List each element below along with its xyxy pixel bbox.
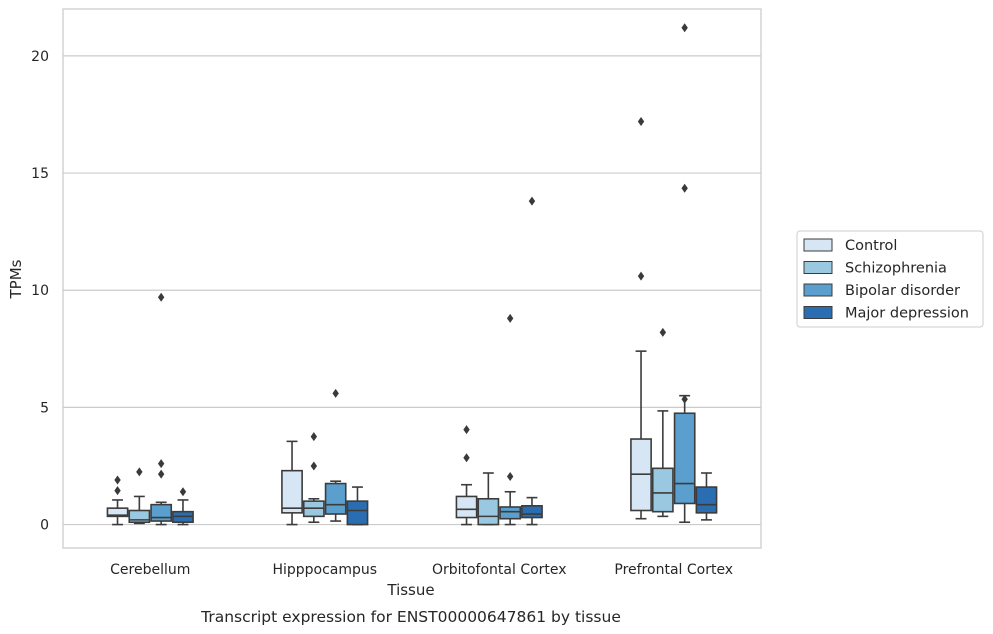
outlier-point [463,425,470,435]
outlier-point [310,461,318,471]
box-1-2 [324,388,347,522]
box-iqr [150,503,173,522]
box-0-1 [128,467,151,525]
box-3-1 [651,327,674,518]
legend-swatch [803,306,833,319]
outlier-point [332,388,339,398]
outlier-point [637,116,645,126]
box-1-3 [346,486,369,526]
outlier-point [310,432,318,442]
x-axis-label: Tissue [386,581,434,599]
box-iqr [651,467,674,513]
box-2-2 [499,313,522,526]
legend: Control Schizophrenia Bipolar disorder Majo… [796,230,984,328]
outlier-point [506,472,514,482]
box-1-0 [281,440,303,526]
outlier-point [157,459,165,469]
legend-label: Control [845,238,897,254]
outlier-point [463,453,470,463]
legend-label: Schizophrenia [845,261,947,277]
box-iqr [477,497,500,526]
outlier-point [506,313,514,323]
box-2-0 [455,425,478,526]
grid-lines [63,55,761,526]
box-iqr [499,506,522,520]
legend-label: Major depression [845,306,969,322]
y-tick-label: 0 [40,518,49,534]
box-2-3 [521,196,543,526]
box-iqr [106,507,129,518]
box-iqr [128,509,151,524]
y-tick-label: 10 [31,283,49,299]
outlier-point [179,487,187,497]
boxes [106,23,718,526]
legend-frame [796,230,984,328]
chart-caption: Transcript expression for ENST0000064786… [200,608,621,626]
box-1-1 [302,432,325,524]
box-3-0 [630,116,652,520]
box-3-3 [695,472,718,521]
outlier-point [136,467,143,477]
x-tick-label: Cerebellum [110,562,190,578]
box-0-2 [150,292,173,526]
outlier-point [157,292,165,302]
outlier-point [681,183,688,193]
box-iqr [455,495,478,519]
outlier-point [157,469,165,479]
y-tick-label: 20 [31,49,49,65]
outlier-point [114,486,121,496]
box-iqr [281,469,303,514]
outlier-point [114,475,121,485]
box-iqr [673,412,696,505]
legend-swatch [803,238,833,252]
legend-swatch [803,283,833,297]
legend-label: Bipolar disorder [845,283,960,299]
box-iqr [695,486,718,514]
legend-swatch [803,261,833,274]
box-2-1 [477,472,500,526]
x-tick-label: Prefrontal Cortex [614,562,733,578]
outlier-point [637,271,645,281]
outlier-point [681,394,688,404]
box-0-0 [106,475,129,526]
outlier-point [528,196,536,206]
box-3-2 [673,23,696,524]
x-tick-labels: Cerebellum Hipppocampus Orbitofontal Corte… [110,562,733,578]
box-0-3 [172,487,194,526]
y-tick-label: 15 [31,166,49,182]
y-tick-label: 5 [40,400,49,416]
plot-frame [62,8,762,549]
y-axis-label: TPMs [7,259,25,299]
box-iqr [324,482,347,515]
outlier-point [681,23,688,33]
x-tick-label: Hipppocampus [272,562,377,578]
box-iqr [521,505,543,519]
y-tick-labels: 0 5 10 15 20 [31,49,49,534]
box-iqr [346,500,369,526]
x-tick-label: Orbitofontal Cortex [432,562,567,578]
outlier-point [659,327,667,337]
